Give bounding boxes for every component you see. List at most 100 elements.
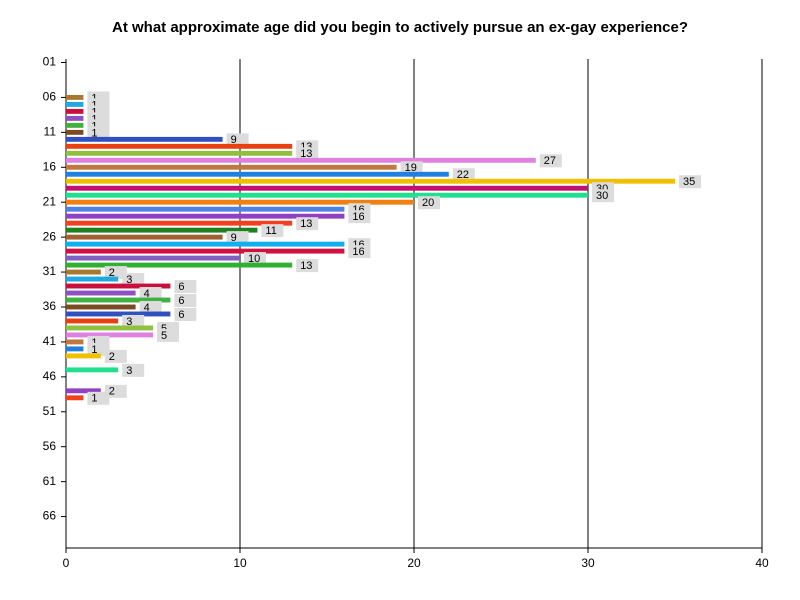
data-label-bg: [104, 349, 127, 363]
data-label-bg: [452, 168, 475, 182]
data-label-bg: [139, 300, 162, 314]
data-label: 9: [231, 134, 237, 146]
data-label-bg: [104, 266, 127, 280]
data-label: 10: [248, 253, 260, 265]
y-tick-label: 36: [43, 299, 57, 313]
bar: [66, 248, 345, 254]
data-label: 1: [91, 99, 97, 111]
bar: [66, 269, 101, 275]
bar: [66, 262, 293, 268]
bar: [66, 290, 136, 296]
bar: [66, 241, 345, 247]
data-label-bg: [226, 133, 249, 147]
bar: [66, 304, 136, 310]
bar: [66, 164, 397, 170]
bar: [66, 388, 101, 394]
data-label: 27: [544, 155, 556, 167]
data-label-bg: [122, 363, 145, 377]
data-label: 13: [300, 260, 312, 272]
x-tick-label: 10: [233, 556, 247, 570]
data-label-bg: [122, 314, 145, 328]
data-label: 1: [91, 92, 97, 104]
bar: [66, 213, 345, 219]
data-label: 22: [457, 169, 469, 181]
data-label: 2: [109, 267, 115, 279]
chart-title: At what approximate age did you begin to…: [112, 19, 688, 36]
data-label: 30: [596, 190, 608, 202]
data-label: 5: [161, 330, 167, 342]
data-label: 1: [91, 106, 97, 118]
data-label-bg: [348, 210, 371, 224]
bar: [66, 255, 240, 261]
y-tick-label: 31: [43, 264, 57, 278]
bar: [66, 353, 101, 359]
y-tick-label: 46: [43, 369, 57, 383]
data-label: 1: [91, 393, 97, 405]
bar: [66, 108, 84, 114]
bar: [66, 192, 588, 198]
data-label: 2: [109, 351, 115, 363]
data-label-bg: [296, 259, 319, 273]
x-tick-label: 20: [407, 556, 421, 570]
data-label-bg: [174, 280, 197, 294]
data-label: 1: [91, 127, 97, 139]
data-label-bg: [592, 189, 614, 203]
bar: [66, 178, 675, 184]
data-label: 1: [91, 113, 97, 125]
data-label-bg: [157, 328, 179, 342]
data-label: 1: [91, 344, 97, 356]
bar: [66, 339, 84, 345]
data-label: 13: [300, 148, 312, 160]
y-tick-label: 56: [43, 439, 57, 453]
data-label-bg: [174, 294, 197, 308]
y-tick-label: 26: [43, 229, 57, 243]
data-label: 19: [405, 162, 417, 174]
data-label-bg: [87, 126, 110, 140]
y-tick-label: 11: [44, 125, 57, 139]
data-label: 16: [352, 246, 364, 258]
bar: [66, 199, 414, 205]
data-label-bg: [87, 342, 110, 356]
data-label: 6: [178, 295, 184, 307]
bar: [66, 234, 223, 240]
bar: [66, 157, 536, 163]
y-tick-label: 41: [43, 334, 57, 348]
bar: [66, 220, 293, 226]
bar: [66, 185, 588, 191]
data-label: 11: [265, 225, 276, 237]
data-label-bg: [348, 245, 371, 259]
bar: [66, 367, 119, 373]
data-label-bg: [296, 217, 319, 231]
data-label-bg: [174, 307, 197, 321]
data-label: 6: [178, 309, 184, 321]
data-label: 4: [144, 302, 150, 314]
bar: [66, 346, 84, 352]
data-label: 3: [126, 274, 132, 286]
data-label: 3: [126, 365, 132, 377]
data-label: 1: [91, 120, 97, 132]
data-label-bg: [400, 161, 423, 175]
y-tick-label: 66: [43, 509, 57, 523]
bar: [66, 101, 84, 107]
data-label: 1: [91, 337, 97, 349]
y-tick-label: 21: [43, 194, 57, 208]
bar: [66, 283, 171, 289]
bar: [66, 136, 223, 142]
data-label: 4: [144, 288, 150, 300]
data-label-bg: [104, 384, 127, 398]
data-label: 16: [352, 211, 364, 223]
data-label-bg: [122, 273, 145, 287]
data-label-bg: [679, 175, 701, 189]
data-label: 2: [109, 386, 115, 398]
bar: [66, 115, 84, 121]
bar: [66, 325, 153, 331]
y-tick-label: 01: [43, 55, 57, 69]
y-tick-label: 16: [43, 159, 57, 173]
data-label-bg: [87, 391, 110, 405]
bar: [66, 276, 119, 282]
bar: [66, 143, 293, 149]
data-label: 3: [126, 316, 132, 328]
bar: [66, 206, 345, 212]
data-label: 6: [178, 281, 184, 293]
bar: [66, 94, 84, 100]
